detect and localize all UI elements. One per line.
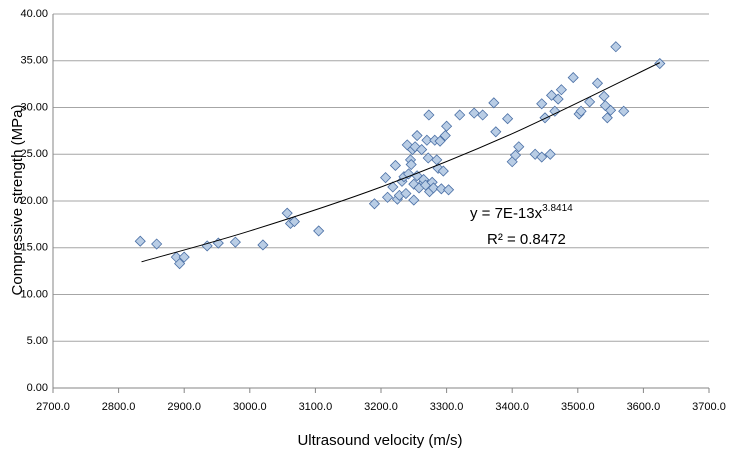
data-point [380, 172, 392, 184]
trendline [141, 62, 661, 263]
data-point [435, 183, 447, 195]
data-point [536, 151, 548, 163]
data-point [591, 77, 604, 89]
data-point [439, 129, 451, 142]
data-point [567, 72, 579, 84]
data-point [610, 41, 622, 53]
y-tick-label: 35.00 [20, 55, 48, 67]
x-tick-label: 2700.0 [36, 401, 70, 413]
data-point [441, 120, 453, 132]
y-tick-label: 25.00 [20, 148, 48, 160]
data-point [575, 105, 587, 117]
data-point [281, 207, 293, 219]
y-tick-label: 40.00 [20, 8, 48, 20]
data-point [490, 126, 502, 138]
x-tick-label: 3100.0 [299, 401, 333, 413]
x-tick-label: 3600.0 [627, 401, 661, 413]
data-point [539, 112, 551, 124]
data-point [381, 191, 394, 203]
x-tick-label: 2800.0 [102, 401, 136, 413]
data-point [598, 90, 610, 102]
data-point [421, 134, 433, 146]
data-point [509, 149, 522, 161]
data-point [405, 158, 417, 171]
data-point [502, 113, 514, 125]
data-point [552, 93, 564, 105]
data-point [174, 258, 186, 270]
data-point [513, 141, 525, 153]
y-axis-title: Compressive strength (MPa) [9, 105, 26, 296]
x-tick-label: 3000.0 [233, 401, 267, 413]
y-tick-label: 10.00 [20, 288, 48, 300]
data-point [423, 109, 435, 121]
data-point [584, 96, 596, 108]
data-point [416, 144, 428, 156]
data-point [437, 165, 449, 177]
data-point [468, 107, 480, 119]
x-axis-title: Ultrasound velocity (m/s) [297, 432, 462, 449]
r-squared: R² = 0.8472 [487, 231, 566, 248]
data-point [134, 235, 146, 247]
y-tick-label: 0.00 [27, 382, 48, 394]
data-point [601, 112, 613, 124]
data-point [400, 187, 412, 200]
data-point [402, 168, 415, 180]
x-tick-label: 3300.0 [430, 401, 464, 413]
data-point [544, 148, 556, 160]
data-point [431, 154, 443, 166]
data-point [443, 184, 455, 196]
data-point [178, 251, 190, 263]
data-point [257, 239, 269, 251]
data-point [151, 238, 163, 250]
data-point [427, 182, 440, 194]
y-tick-label: 15.00 [20, 242, 48, 254]
data-point [288, 216, 300, 228]
data-point [488, 97, 500, 109]
data-point [434, 135, 446, 147]
equation-text: y = 7E-13x [470, 205, 543, 222]
data-point [654, 57, 666, 70]
data-point [229, 236, 241, 248]
data-point [387, 181, 399, 193]
trend-equation: y = 7E-13x3.8414 [470, 203, 573, 222]
y-tick-label: 30.00 [20, 101, 48, 113]
x-tick-label: 3200.0 [364, 401, 398, 413]
data-point [605, 104, 617, 116]
x-tick-label: 3400.0 [495, 401, 529, 413]
y-tick-label: 20.00 [20, 195, 48, 207]
equation-exponent: 3.8414 [542, 203, 573, 214]
data-point [555, 84, 567, 96]
data-point [313, 225, 325, 237]
x-tick-label: 2900.0 [167, 401, 201, 413]
y-tick-label: 5.00 [27, 335, 48, 347]
data-point [389, 159, 401, 172]
data-point [618, 105, 630, 117]
data-point [477, 109, 489, 121]
data-point [368, 198, 381, 210]
data-point [549, 105, 561, 117]
data-point [408, 194, 420, 206]
x-tick-label: 3700.0 [692, 401, 726, 413]
x-tick-label: 3500.0 [561, 401, 595, 413]
data-point [422, 152, 434, 164]
data-point [411, 129, 423, 142]
data-point [536, 98, 548, 110]
data-point [454, 109, 466, 121]
